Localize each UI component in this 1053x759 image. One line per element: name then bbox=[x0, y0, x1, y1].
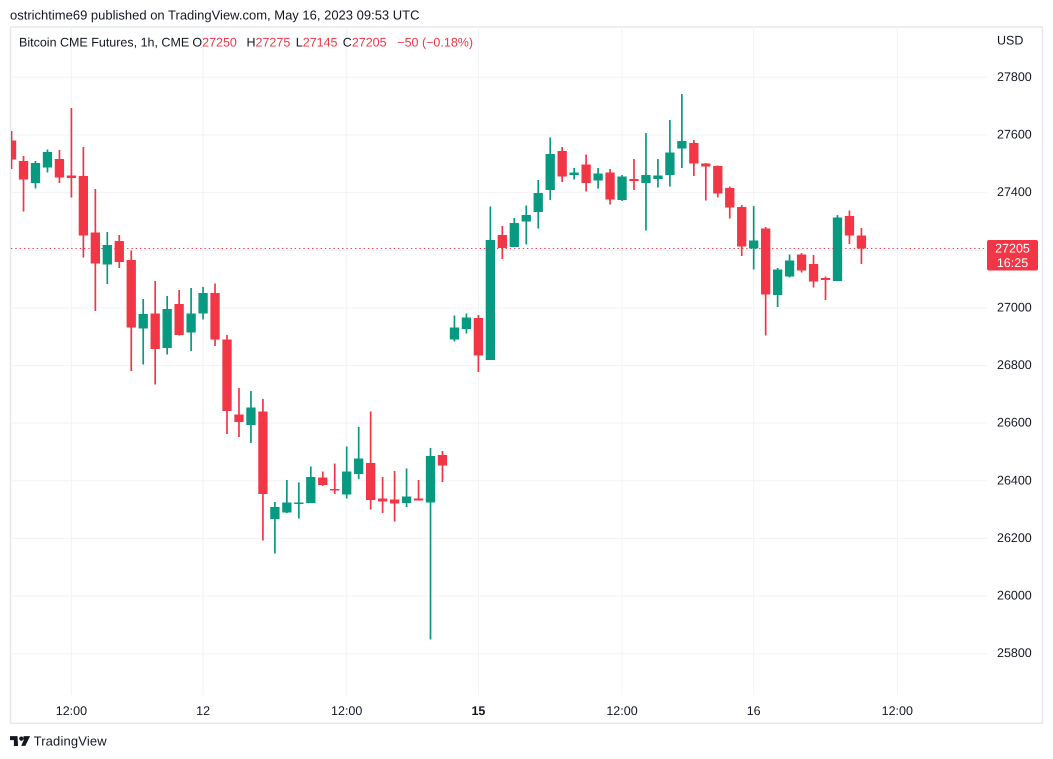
svg-text:16:25: 16:25 bbox=[997, 256, 1028, 270]
svg-text:27400: 27400 bbox=[997, 185, 1032, 199]
svg-text:ostrichtime69 published on Tra: ostrichtime69 published on TradingView.c… bbox=[10, 8, 420, 23]
svg-text:12:00: 12:00 bbox=[882, 704, 913, 718]
svg-text:26200: 26200 bbox=[997, 531, 1032, 545]
svg-text:27000: 27000 bbox=[997, 300, 1032, 314]
svg-text:26400: 26400 bbox=[997, 473, 1032, 487]
svg-text:26800: 26800 bbox=[997, 358, 1032, 372]
svg-text:USD: USD bbox=[997, 34, 1023, 48]
svg-text:12:00: 12:00 bbox=[331, 704, 362, 718]
svg-text:15: 15 bbox=[471, 704, 485, 718]
svg-text:27205: 27205 bbox=[995, 241, 1030, 255]
svg-text:12:00: 12:00 bbox=[606, 704, 637, 718]
svg-text:26000: 26000 bbox=[997, 589, 1032, 603]
svg-text:12:00: 12:00 bbox=[56, 704, 87, 718]
svg-text:16: 16 bbox=[747, 704, 761, 718]
svg-text:26600: 26600 bbox=[997, 416, 1032, 430]
svg-text:25800: 25800 bbox=[997, 646, 1032, 660]
svg-text:27600: 27600 bbox=[997, 127, 1032, 141]
svg-text:TradingView: TradingView bbox=[34, 734, 108, 749]
svg-text:27800: 27800 bbox=[997, 70, 1032, 84]
svg-text:12: 12 bbox=[196, 704, 210, 718]
